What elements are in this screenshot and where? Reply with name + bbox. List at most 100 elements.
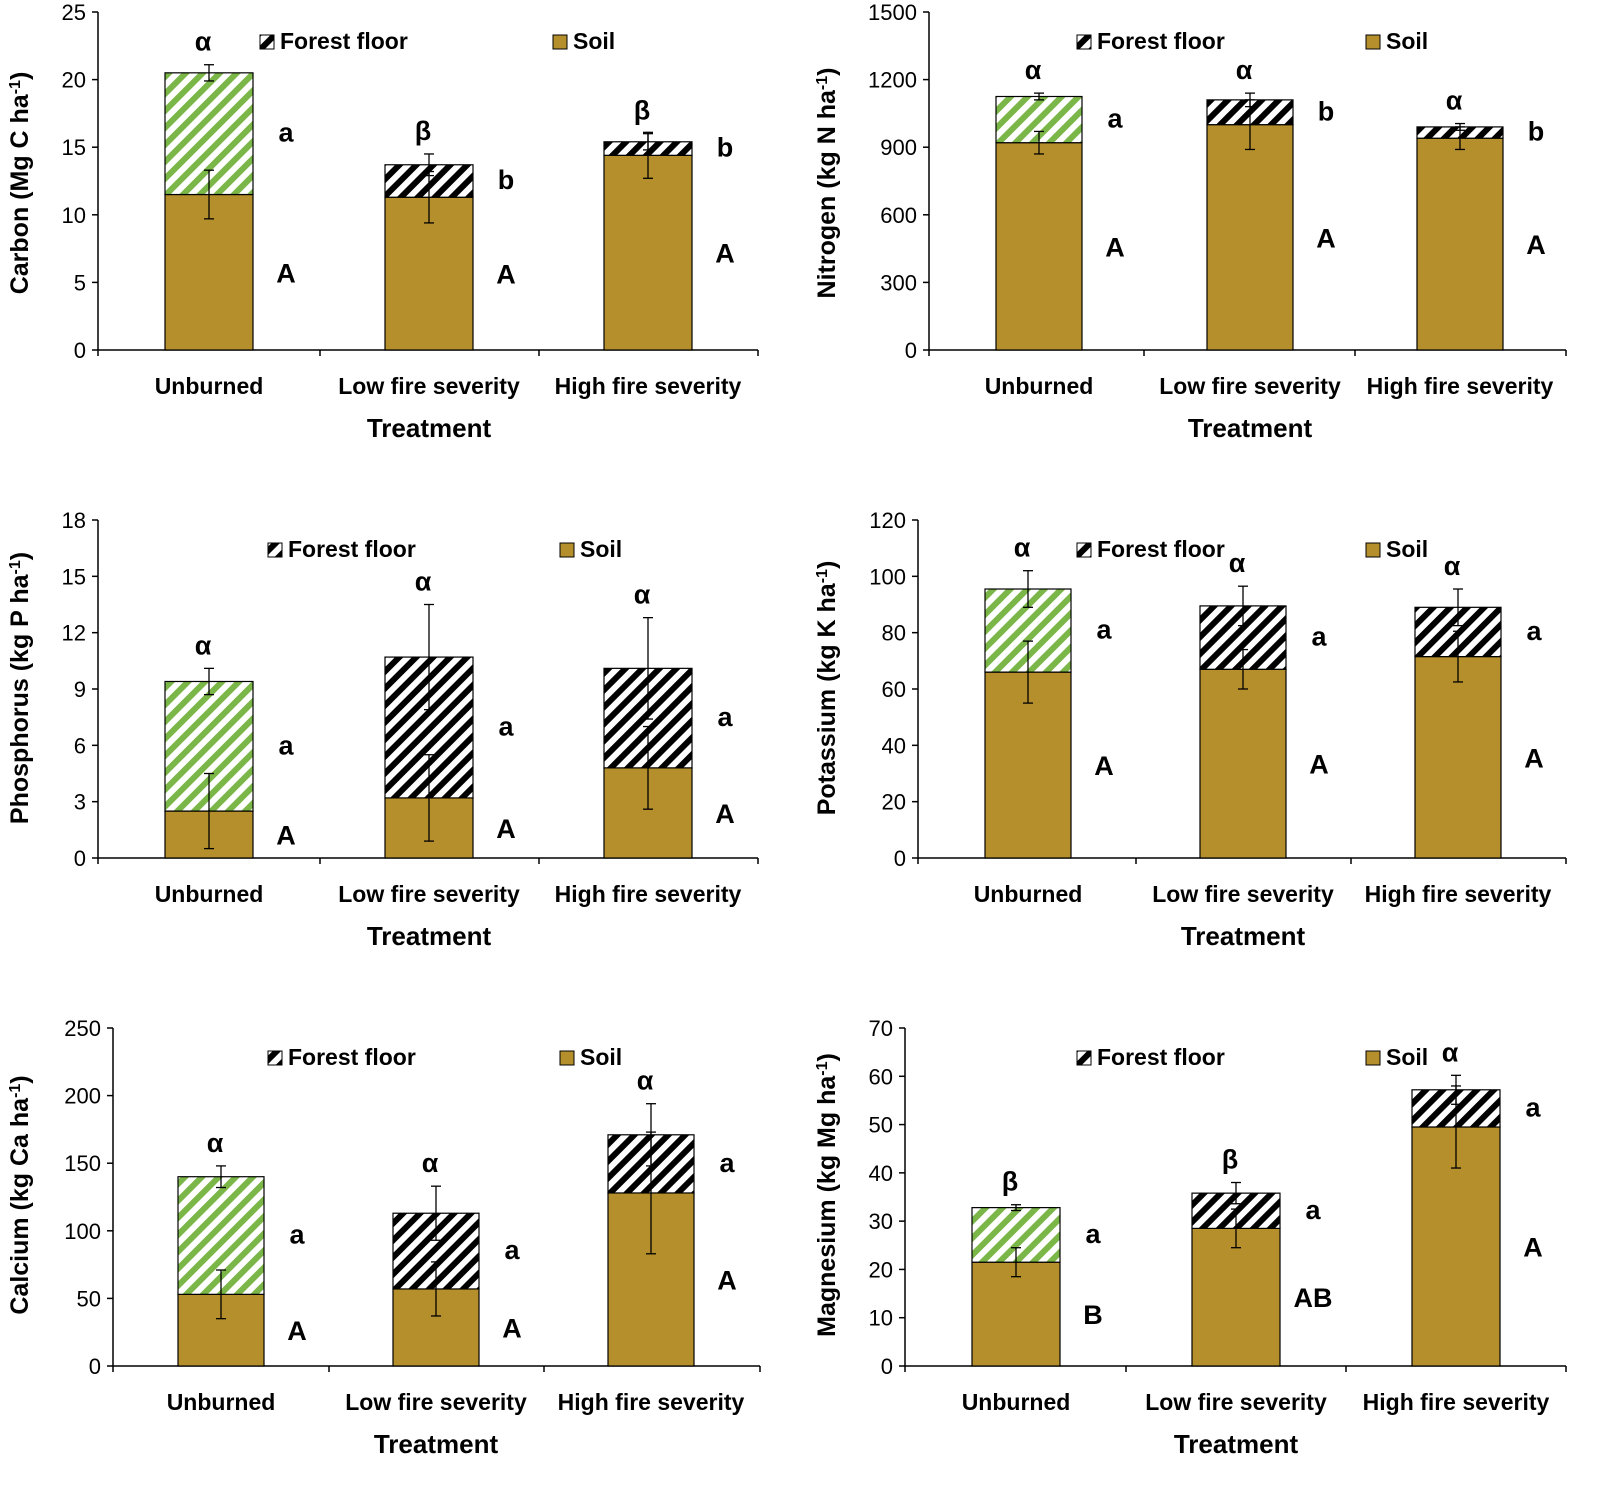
x-axis-title: Treatment [367,413,492,443]
chart-panel-2: 0 300 600 900 1200 1500 Unburned Low fire sever… [813,0,1567,443]
letter-forest-floor: a [1311,622,1327,652]
x-axis-title: Treatment [374,1429,499,1459]
x-axis-title: Treatment [1174,1429,1299,1459]
y-tick-label: 100 [64,1219,101,1244]
letter-forest-floor: a [1085,1219,1101,1249]
letter-forest-floor: a [719,1148,735,1178]
bar-soil [1414,656,1502,859]
y-tick-label: 150 [64,1151,101,1176]
y-tick-label: 9 [74,677,86,702]
y-tick-label: 0 [905,338,917,363]
x-tick-label: Unburned [974,881,1083,907]
y-tick-label: 60 [882,677,906,702]
letter-soil: AB [1294,1283,1333,1313]
y-tick-label: 50 [869,1113,893,1138]
chart-panel-4: 0 20 40 60 80 100 120 Unburned Low fire severity… [813,508,1567,951]
letter-forest-floor: b [498,165,515,195]
letter-soil: A [1309,750,1329,780]
letter-total: α [1446,86,1463,116]
y-tick-label: 0 [74,846,86,871]
legend-label-forest-floor: Forest floor [288,1044,416,1070]
x-tick-label: Unburned [155,373,264,399]
letter-soil: B [1083,1300,1103,1330]
x-tick-label: High fire severity [1367,373,1554,399]
x-tick-label: Low fire severity [1145,1389,1327,1415]
y-tick-label: 30 [869,1209,893,1234]
y-tick-label: 25 [62,0,86,25]
x-tick-label: High fire severity [1365,881,1552,907]
y-axis-title: Carbon (Mg C ha-1) [6,72,34,295]
x-tick-label: Unburned [962,1389,1071,1415]
letter-total: β [415,116,431,146]
y-tick-label: 600 [880,203,917,228]
letter-soil: A [1526,230,1546,260]
legend-swatch-soil [1365,1050,1381,1066]
legend-swatch-soil [552,34,568,50]
x-axis-title: Treatment [1188,413,1313,443]
legend-swatch-forest-floor [1076,34,1092,50]
letter-soil: A [276,258,296,288]
letter-total: α [195,27,212,57]
letter-forest-floor: a [504,1235,520,1265]
letter-soil: A [502,1313,522,1343]
y-tick-label: 5 [74,270,86,295]
bar-soil [164,193,254,351]
y-tick-label: 100 [869,564,906,589]
bar-soil [1199,668,1287,859]
letter-total: α [1025,55,1042,85]
x-tick-label: High fire severity [555,373,742,399]
letter-total: α [1442,1037,1459,1067]
chart-panel-5: 0 50 100 150 200 250 Unburned Low fire severity… [6,1016,761,1459]
y-tick-label: 200 [64,1084,101,1109]
letter-total: α [1229,548,1246,578]
legend-label-forest-floor: Forest floor [1097,1044,1225,1070]
letter-total: β [1002,1167,1018,1197]
y-tick-label: 6 [74,733,86,758]
legend-swatch-forest-floor [267,1050,283,1066]
letter-total: α [207,1128,224,1158]
legend-label-soil: Soil [1386,28,1428,54]
x-tick-label: High fire severity [558,1389,745,1415]
y-tick-label: 900 [880,135,917,160]
y-axis-title: Magnesium (kg Mg ha-1) [813,1053,841,1337]
x-tick-label: Low fire severity [1152,881,1334,907]
x-tick-label: Low fire severity [1159,373,1341,399]
bar-soil [603,154,693,351]
x-axis-title: Treatment [367,921,492,951]
legend-label-forest-floor: Forest floor [280,28,408,54]
bar-soil [995,142,1083,351]
bar-soil [1416,137,1504,351]
letter-total: α [637,1066,654,1096]
letter-forest-floor: a [278,118,294,148]
y-axis-title: Calcium (kg Ca ha-1) [6,1075,34,1314]
y-tick-label: 15 [62,564,86,589]
letter-total: α [1014,533,1031,563]
letter-forest-floor: a [1107,104,1123,134]
y-tick-label: 1500 [868,0,917,25]
bar-soil [1206,124,1294,351]
letter-forest-floor: a [717,702,733,732]
letter-soil: A [715,239,735,269]
letter-forest-floor: a [278,730,294,760]
letter-total: β [634,96,650,126]
y-tick-label: 0 [894,846,906,871]
letter-total: α [1236,55,1253,85]
y-tick-label: 70 [869,1016,893,1041]
legend-label-soil: Soil [580,536,622,562]
y-tick-label: 20 [869,1257,893,1282]
chart-panel-1: 0 5 10 15 20 25 Unburned Low fire severity High … [6,0,759,443]
letter-soil: A [496,814,516,844]
x-tick-label: Unburned [167,1389,276,1415]
letter-forest-floor: a [498,711,514,741]
letter-total: α [1444,551,1461,581]
bar-soil [971,1261,1061,1367]
y-tick-label: 1200 [868,68,917,93]
y-tick-label: 80 [882,621,906,646]
letter-forest-floor: a [1305,1195,1321,1225]
y-tick-label: 0 [89,1354,101,1379]
letter-forest-floor: b [1528,117,1545,147]
y-tick-label: 10 [869,1306,893,1331]
letter-forest-floor: a [289,1220,305,1250]
chart-panel-6: 0 10 20 30 40 50 60 70 Unburned Low fire severity… [813,1016,1567,1459]
